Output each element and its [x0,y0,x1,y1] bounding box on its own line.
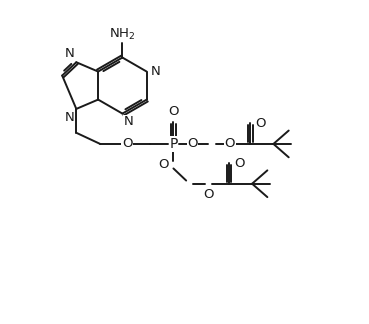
Text: N: N [65,111,75,124]
Text: P: P [169,137,177,151]
Text: O: O [122,137,132,150]
Text: O: O [168,105,179,119]
Text: O: O [255,117,266,130]
Text: NH$_2$: NH$_2$ [109,27,135,41]
Text: O: O [203,188,214,201]
Text: O: O [234,156,244,169]
Text: N: N [151,65,161,78]
Text: O: O [225,137,235,150]
Text: O: O [187,137,198,150]
Text: N: N [65,47,75,60]
Text: O: O [158,158,169,171]
Text: N: N [124,115,134,128]
